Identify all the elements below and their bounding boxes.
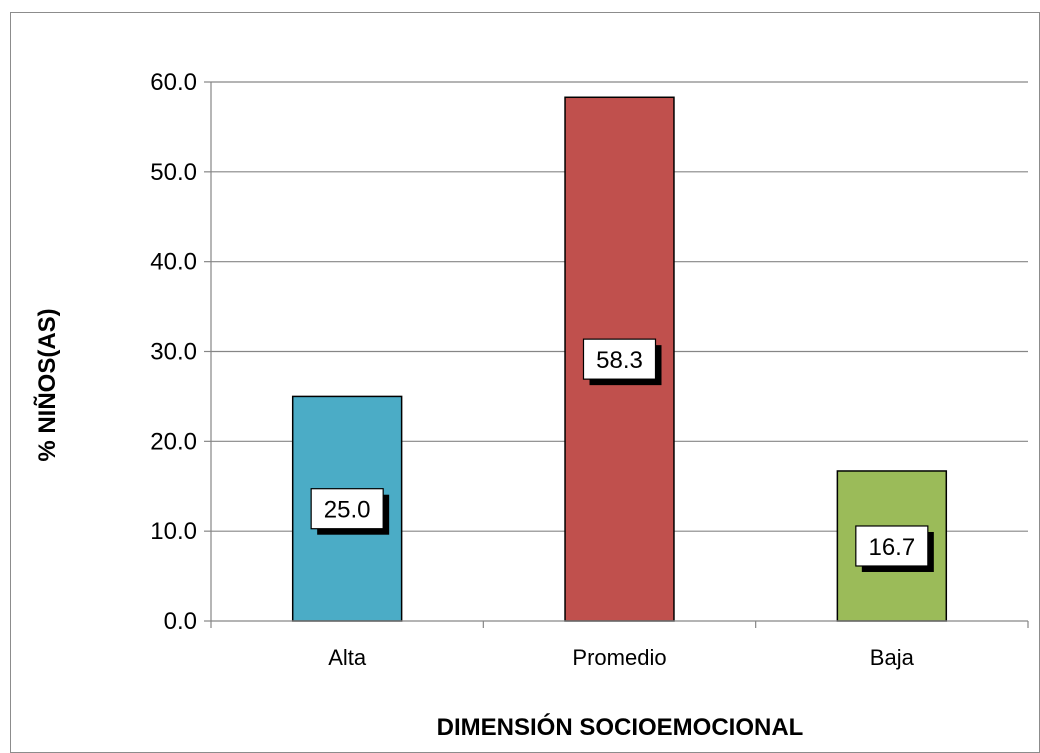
x-tick-label: Baja	[870, 645, 915, 670]
y-tick-label: 10.0	[150, 518, 197, 545]
y-tick-label: 60.0	[150, 69, 197, 96]
y-tick-label: 20.0	[150, 428, 197, 455]
x-tick-label: Alta	[328, 645, 367, 670]
data-label-box	[582, 338, 657, 380]
y-tick-label: 40.0	[150, 249, 197, 276]
axes: 0.0 10.0 20.0 30.0 40.0 50.0 60.0 Alta Promedio B…	[150, 69, 1029, 670]
y-tick-label: 30.0	[150, 339, 197, 366]
y-tick-label: 50.0	[150, 159, 197, 186]
data-label-box	[855, 525, 929, 567]
chart-frame	[10, 12, 1040, 753]
x-axis-title: DIMENSIÓN SOCIOEMOCIONAL	[437, 713, 804, 741]
data-label: 58.3	[596, 347, 643, 374]
y-tick-label: 0.0	[164, 608, 197, 635]
data-label: 25.0	[324, 497, 371, 524]
data-label-box	[310, 488, 384, 530]
x-tick-label: Promedio	[572, 645, 666, 670]
y-axis-title: % NIÑOS(AS)	[33, 308, 61, 461]
data-label: 16.7	[868, 534, 915, 561]
data-labels: 25.0 58.3 16.7	[310, 338, 934, 572]
